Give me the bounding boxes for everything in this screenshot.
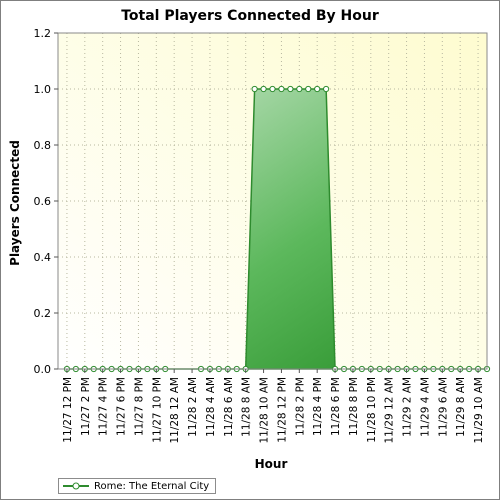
x-tick-label: 11/27 8 PM bbox=[133, 377, 145, 436]
y-tick-label: 0.0 bbox=[34, 363, 52, 376]
data-point bbox=[279, 86, 284, 91]
x-tick-label: 11/29 4 AM bbox=[419, 377, 431, 437]
data-point bbox=[252, 86, 257, 91]
x-tick-label: 11/29 12 AM bbox=[384, 377, 396, 444]
x-tick-label: 11/27 4 PM bbox=[98, 377, 110, 436]
x-tick-label: 11/29 2 AM bbox=[402, 377, 414, 437]
x-tick-label: 11/29 10 AM bbox=[473, 377, 485, 444]
y-tick-label: 1.0 bbox=[34, 83, 52, 96]
y-tick-label: 1.2 bbox=[34, 27, 52, 40]
x-tick-label: 11/28 6 AM bbox=[223, 377, 235, 437]
x-tick-label: 11/29 8 AM bbox=[455, 377, 467, 437]
data-point bbox=[315, 86, 320, 91]
x-tick-label: 11/28 4 PM bbox=[312, 377, 324, 436]
x-tick-label: 11/28 12 PM bbox=[276, 377, 288, 443]
x-tick-label: 11/28 8 PM bbox=[348, 377, 360, 436]
legend-swatch bbox=[63, 481, 89, 491]
data-point bbox=[261, 86, 266, 91]
legend: Rome: The Eternal City bbox=[58, 478, 216, 494]
x-tick-label: 11/27 6 PM bbox=[116, 377, 128, 436]
x-tick-label: 11/28 8 AM bbox=[241, 377, 253, 437]
data-point bbox=[288, 86, 293, 91]
data-point bbox=[306, 86, 311, 91]
x-tick-label: 11/28 2 PM bbox=[294, 377, 306, 436]
legend-marker bbox=[73, 483, 79, 489]
x-tick-label: 11/27 10 PM bbox=[151, 377, 163, 443]
x-tick-label: 11/27 2 PM bbox=[80, 377, 92, 436]
x-tick-label: 11/28 10 AM bbox=[259, 377, 271, 444]
y-tick-labels: 0.0 0.2 0.4 0.6 0.8 1.0 1.2 bbox=[34, 27, 59, 376]
legend-entry-label: Rome: The Eternal City bbox=[94, 481, 209, 492]
data-point bbox=[324, 86, 329, 91]
x-tick-label: 11/28 2 AM bbox=[187, 377, 199, 437]
y-tick-label: 0.2 bbox=[34, 307, 52, 320]
x-tick-label: 11/29 6 AM bbox=[437, 377, 449, 437]
y-tick-label: 0.6 bbox=[34, 195, 52, 208]
y-tick-label: 0.8 bbox=[34, 139, 52, 152]
x-tick-label: 11/28 4 AM bbox=[205, 377, 217, 437]
x-tick-label: 11/28 6 PM bbox=[330, 377, 342, 436]
x-tick-label: 11/28 12 AM bbox=[169, 377, 181, 444]
x-tick-label: 11/28 10 PM bbox=[366, 377, 378, 443]
x-tick-label: 11/27 12 PM bbox=[62, 377, 74, 443]
data-point bbox=[270, 86, 275, 91]
x-tick-labels: 11/27 12 PM 11/27 2 PM 11/27 4 PM 11/27 6 P… bbox=[62, 369, 485, 444]
data-point bbox=[297, 86, 302, 91]
y-tick-label: 0.4 bbox=[34, 251, 52, 264]
